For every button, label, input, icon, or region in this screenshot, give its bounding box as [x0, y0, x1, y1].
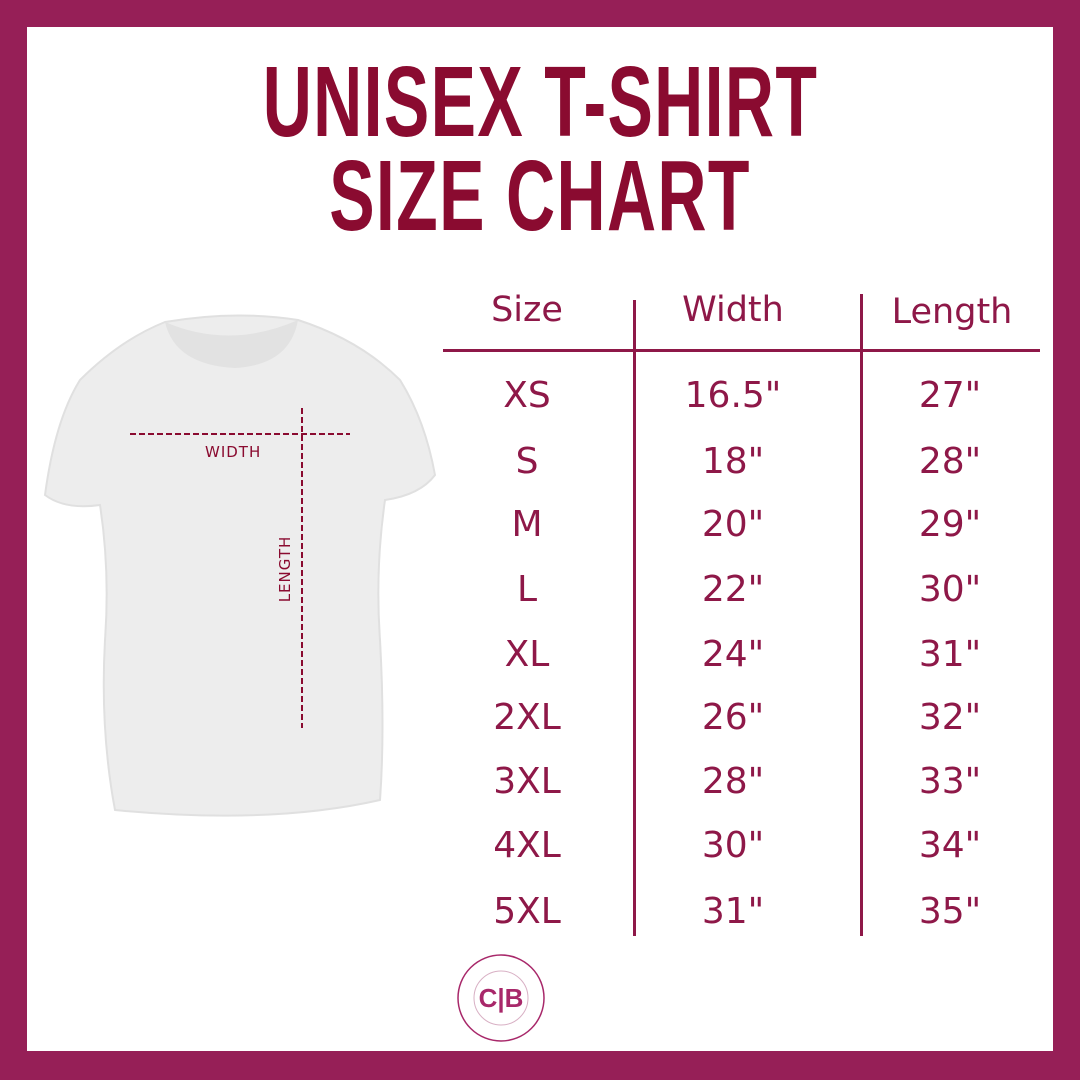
cell-size: 4XL — [493, 825, 561, 866]
cell-size: 3XL — [493, 761, 561, 802]
cell-length: 27" — [918, 375, 982, 416]
cell-width: 16.5" — [684, 375, 782, 416]
cell-size: 2XL — [493, 697, 561, 738]
column-divider-1 — [633, 300, 636, 936]
header-width: Width — [682, 290, 784, 330]
cell-length: 34" — [918, 825, 982, 866]
cell-size: S — [515, 441, 539, 482]
title-line-2: SIZE CHART — [329, 140, 751, 252]
cell-length: 35" — [918, 891, 982, 932]
column-divider-2 — [860, 294, 863, 936]
culture-boss-logo: C|B — [457, 954, 545, 1042]
cell-length: 31" — [918, 634, 982, 675]
tshirt-illustration — [43, 314, 437, 817]
cell-size: 5XL — [493, 891, 561, 932]
cell-length: 33" — [918, 761, 982, 802]
header-size: Size — [491, 290, 563, 330]
cell-width: 22" — [701, 569, 765, 610]
cell-width: 31" — [701, 891, 765, 932]
width-label: WIDTH — [205, 443, 262, 461]
title-line-1: UNISEX T-SHIRT — [262, 46, 818, 158]
header-divider — [443, 349, 1040, 352]
cell-size: L — [516, 569, 538, 610]
cell-width: 26" — [701, 697, 765, 738]
cell-size: M — [511, 504, 543, 545]
cell-width: 24" — [701, 634, 765, 675]
cell-length: 30" — [918, 569, 982, 610]
header-length: Length — [891, 292, 1013, 332]
cell-size: XS — [503, 375, 551, 416]
cell-size: XL — [504, 634, 550, 675]
cell-width: 20" — [701, 504, 765, 545]
cell-length: 32" — [918, 697, 982, 738]
cell-length: 29" — [918, 504, 982, 545]
cell-width: 18" — [701, 441, 765, 482]
cell-length: 28" — [918, 441, 982, 482]
length-label: LENGTH — [276, 535, 294, 603]
cell-width: 30" — [701, 825, 765, 866]
svg-text:C|B: C|B — [479, 983, 524, 1013]
cell-width: 28" — [701, 761, 765, 802]
